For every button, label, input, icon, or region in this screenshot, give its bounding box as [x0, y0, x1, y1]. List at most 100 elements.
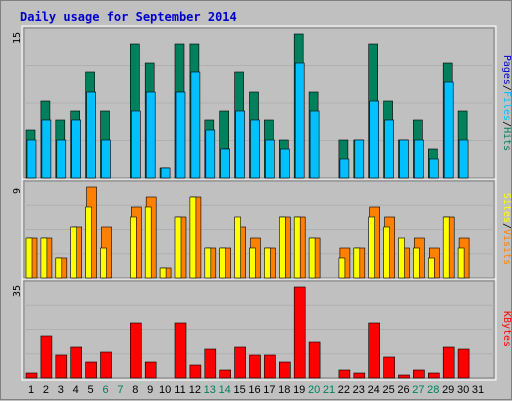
bar-sites-day-20	[308, 237, 316, 279]
legend-slash: /	[501, 121, 512, 127]
bar-files-day-16	[250, 119, 260, 179]
bar-kbytes-day-1	[25, 372, 38, 379]
bar-files-day-27	[414, 139, 424, 179]
bar-kbytes-day-8	[130, 322, 142, 379]
day-label-30: 30	[457, 384, 469, 396]
bar-sites-day-29	[442, 216, 450, 279]
bar-sites-day-11	[174, 216, 182, 279]
bar-files-day-17	[265, 139, 275, 179]
bar-sites-day-19	[293, 216, 301, 279]
bar-files-day-19	[294, 62, 305, 179]
bar-sites-day-3	[55, 257, 63, 279]
bar-kbytes-day-9	[144, 361, 157, 379]
bar-files-day-29	[443, 81, 454, 179]
panel-kbytes-max-label: 35	[12, 285, 23, 297]
bar-files-day-12	[190, 71, 201, 179]
bar-kbytes-day-30	[457, 348, 470, 379]
bar-files-day-26	[399, 139, 409, 179]
legend-slash: /	[501, 85, 512, 91]
bar-kbytes-day-26	[398, 374, 410, 379]
day-label-17: 17	[263, 384, 275, 396]
bar-kbytes-day-13	[204, 348, 217, 379]
bar-sites-day-9	[144, 206, 152, 279]
day-label-28: 28	[427, 384, 439, 396]
day-label-4: 4	[73, 384, 79, 396]
panel-hits-legend: Pages/Files/Hits	[501, 55, 512, 151]
panel-visits-max-label: 9	[12, 188, 23, 194]
day-label-5: 5	[88, 384, 94, 396]
bar-sites-day-25	[383, 226, 390, 279]
bar-sites-day-28	[427, 257, 435, 279]
bar-kbytes-day-2	[40, 335, 53, 379]
bar-files-day-13	[205, 129, 216, 179]
bar-files-day-9	[145, 91, 156, 179]
day-label-24: 24	[368, 384, 380, 396]
bar-kbytes-day-5	[85, 361, 97, 379]
day-label-10: 10	[159, 384, 171, 396]
day-label-14: 14	[219, 384, 231, 396]
bar-sites-day-10	[159, 267, 167, 279]
bar-files-day-14	[220, 148, 230, 179]
bar-files-day-1	[26, 139, 37, 179]
day-label-15: 15	[233, 384, 245, 396]
panel-kbytes-legend: KBytes	[501, 311, 512, 347]
day-label-26: 26	[397, 384, 409, 396]
bar-sites-day-5	[85, 206, 92, 279]
bar-files-day-22	[339, 158, 350, 179]
day-label-18: 18	[278, 384, 290, 396]
day-label-13: 13	[204, 384, 216, 396]
legend-kbytes: KBytes	[501, 311, 512, 347]
bar-sites-day-26	[398, 237, 405, 279]
panel-hits-max-label: 15	[12, 32, 23, 44]
bar-files-day-24	[369, 100, 380, 179]
bar-sites-day-14	[219, 247, 226, 279]
day-label-23: 23	[353, 384, 365, 396]
day-label-3: 3	[58, 384, 64, 396]
day-label-7: 7	[117, 384, 123, 396]
panel-visits-legend: Sites/Visits	[501, 193, 512, 265]
bar-kbytes-day-4	[70, 346, 82, 379]
bar-sites-day-18	[278, 216, 286, 279]
bar-kbytes-day-16	[249, 354, 261, 379]
bar-sites-day-15	[234, 216, 241, 279]
bar-sites-day-1	[25, 237, 33, 279]
bar-kbytes-day-11	[174, 322, 187, 379]
day-label-20: 20	[308, 384, 320, 396]
day-label-6: 6	[102, 384, 108, 396]
legend-hits: Hits	[501, 127, 512, 151]
day-label-27: 27	[412, 384, 424, 396]
legend-pages: Pages	[501, 55, 512, 85]
bar-files-day-23	[354, 139, 365, 179]
day-label-8: 8	[132, 384, 138, 396]
bar-sites-day-12	[189, 196, 197, 279]
bar-sites-day-27	[413, 247, 420, 279]
legend-sites: Sites	[501, 193, 512, 223]
bar-files-day-15	[235, 110, 245, 179]
day-label-22: 22	[338, 384, 350, 396]
bar-kbytes-day-29	[442, 346, 455, 379]
bar-sites-day-24	[368, 216, 376, 279]
bar-files-day-30	[458, 139, 469, 179]
legend-slash: /	[501, 223, 512, 229]
bar-kbytes-day-24	[368, 322, 381, 379]
bar-kbytes-day-15	[234, 346, 246, 379]
bar-kbytes-day-25	[383, 356, 395, 379]
bar-kbytes-day-6	[100, 351, 112, 379]
bar-kbytes-day-28	[427, 372, 440, 379]
bar-kbytes-day-20	[308, 341, 321, 379]
day-label-31: 31	[472, 384, 484, 396]
bar-sites-day-23	[353, 247, 361, 279]
bar-files-day-20	[309, 110, 320, 179]
bar-files-day-10	[160, 167, 171, 179]
bar-kbytes-day-27	[413, 369, 425, 379]
bar-files-day-4	[71, 119, 81, 179]
bar-sites-day-16	[249, 247, 256, 279]
bar-sites-day-4	[70, 226, 77, 279]
legend-visits: Visits	[501, 229, 512, 265]
bar-sites-day-13	[204, 247, 212, 279]
bar-files-day-2	[41, 119, 52, 179]
bar-kbytes-day-12	[189, 364, 202, 379]
bar-sites-day-22	[338, 257, 346, 279]
